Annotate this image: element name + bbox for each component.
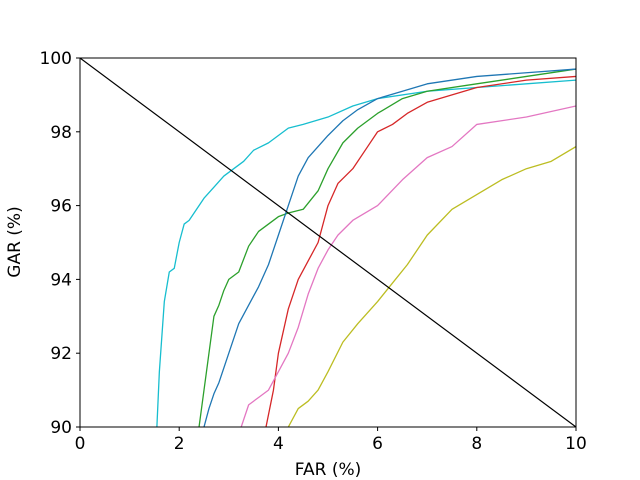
series-line-2 [198,68,576,427]
y-tick-label: 94 [50,270,72,290]
y-tick-label: 100 [40,49,72,69]
x-tick-label: 2 [174,434,185,454]
x-tick-label: 0 [75,434,86,454]
series-line-1 [156,79,576,427]
y-tick-label: 96 [50,197,72,217]
y-tick-label: 90 [50,418,72,438]
series-line-5 [240,105,576,427]
x-tick-label: 10 [565,434,587,454]
y-axis: 90 92 94 96 98 100 [40,49,80,438]
y-tick-label: 92 [50,344,72,364]
y-tick-label: 98 [50,123,72,143]
series-line-6 [287,146,576,427]
series-line-4 [265,75,576,427]
x-tick-label: 4 [273,434,284,454]
y-axis-title: GAR (%) [5,206,25,277]
x-tick-label: 8 [471,434,482,454]
reference-diagonal-line [80,58,576,427]
plot-frame [79,57,577,428]
x-axis: 0 2 4 6 8 10 [75,427,587,454]
x-axis-title: FAR (%) [295,460,361,480]
series-layer [80,58,576,427]
x-tick-label: 6 [372,434,383,454]
series-line-3 [203,68,576,427]
